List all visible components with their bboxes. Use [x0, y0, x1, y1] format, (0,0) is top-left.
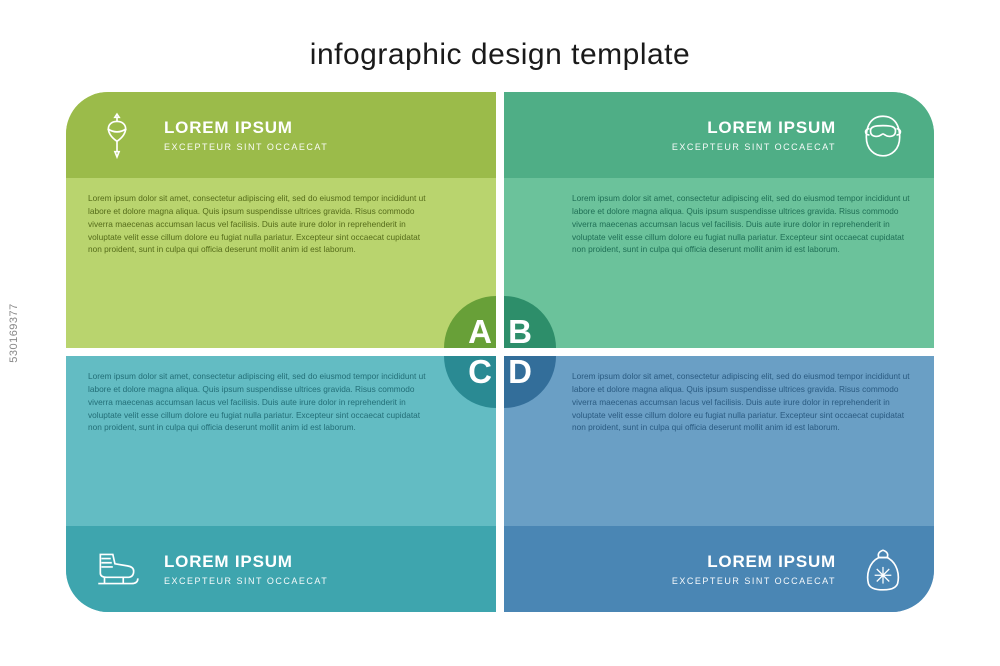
panel-d-header: LOREM IPSUM EXCEPTEUR SINT OCCAECAT	[504, 526, 934, 612]
panel-c-title: LOREM IPSUM	[164, 552, 328, 572]
panel-b-header-text: LOREM IPSUM EXCEPTEUR SINT OCCAECAT	[672, 118, 836, 152]
panel-a-letter: A	[468, 313, 492, 348]
panel-b-subtitle: EXCEPTEUR SINT OCCAECAT	[672, 142, 836, 152]
infographic-grid: LOREM IPSUM EXCEPTEUR SINT OCCAECAT Lore…	[66, 92, 934, 612]
page-title: infographic design template	[0, 38, 1000, 72]
spinning-top-icon	[88, 106, 146, 164]
ski-goggles-icon	[854, 106, 912, 164]
panel-a-body-text: Lorem ipsum dolor sit amet, consectetur …	[88, 192, 428, 256]
panel-d-title: LOREM IPSUM	[672, 552, 836, 572]
panel-b-letter: B	[508, 313, 532, 348]
stock-watermark: 530169377	[8, 303, 20, 363]
panel-c-header-text: LOREM IPSUM EXCEPTEUR SINT OCCAECAT	[164, 552, 328, 586]
panel-d-header-text: LOREM IPSUM EXCEPTEUR SINT OCCAECAT	[672, 552, 836, 586]
panel-b-title: LOREM IPSUM	[672, 118, 836, 138]
ice-skate-icon	[88, 540, 146, 598]
panel-c: LOREM IPSUM EXCEPTEUR SINT OCCAECAT Lore…	[66, 356, 496, 612]
panel-b-header: LOREM IPSUM EXCEPTEUR SINT OCCAECAT	[504, 92, 934, 178]
panel-b: LOREM IPSUM EXCEPTEUR SINT OCCAECAT Lore…	[504, 92, 934, 348]
panel-d-body-text: Lorem ipsum dolor sit amet, consectetur …	[572, 370, 912, 434]
panel-c-body-text: Lorem ipsum dolor sit amet, consectetur …	[88, 370, 428, 434]
panel-a-subtitle: EXCEPTEUR SINT OCCAECAT	[164, 142, 328, 152]
panel-b-body: Lorem ipsum dolor sit amet, consectetur …	[504, 178, 934, 348]
panel-c-letter: C	[468, 356, 492, 391]
panel-a-header-text: LOREM IPSUM EXCEPTEUR SINT OCCAECAT	[164, 118, 328, 152]
panel-c-header: LOREM IPSUM EXCEPTEUR SINT OCCAECAT	[66, 526, 496, 612]
panel-a-header: LOREM IPSUM EXCEPTEUR SINT OCCAECAT	[66, 92, 496, 178]
panel-d-letter: D	[508, 356, 532, 391]
panel-a: LOREM IPSUM EXCEPTEUR SINT OCCAECAT Lore…	[66, 92, 496, 348]
panel-b-body-text: Lorem ipsum dolor sit amet, consectetur …	[572, 192, 912, 256]
gift-bag-icon	[854, 540, 912, 598]
panel-c-subtitle: EXCEPTEUR SINT OCCAECAT	[164, 576, 328, 586]
panel-c-body: Lorem ipsum dolor sit amet, consectetur …	[66, 356, 496, 526]
panel-d-body: Lorem ipsum dolor sit amet, consectetur …	[504, 356, 934, 526]
panel-a-body: Lorem ipsum dolor sit amet, consectetur …	[66, 178, 496, 348]
panel-d: LOREM IPSUM EXCEPTEUR SINT OCCAECAT Lore…	[504, 356, 934, 612]
panel-d-subtitle: EXCEPTEUR SINT OCCAECAT	[672, 576, 836, 586]
panel-a-title: LOREM IPSUM	[164, 118, 328, 138]
